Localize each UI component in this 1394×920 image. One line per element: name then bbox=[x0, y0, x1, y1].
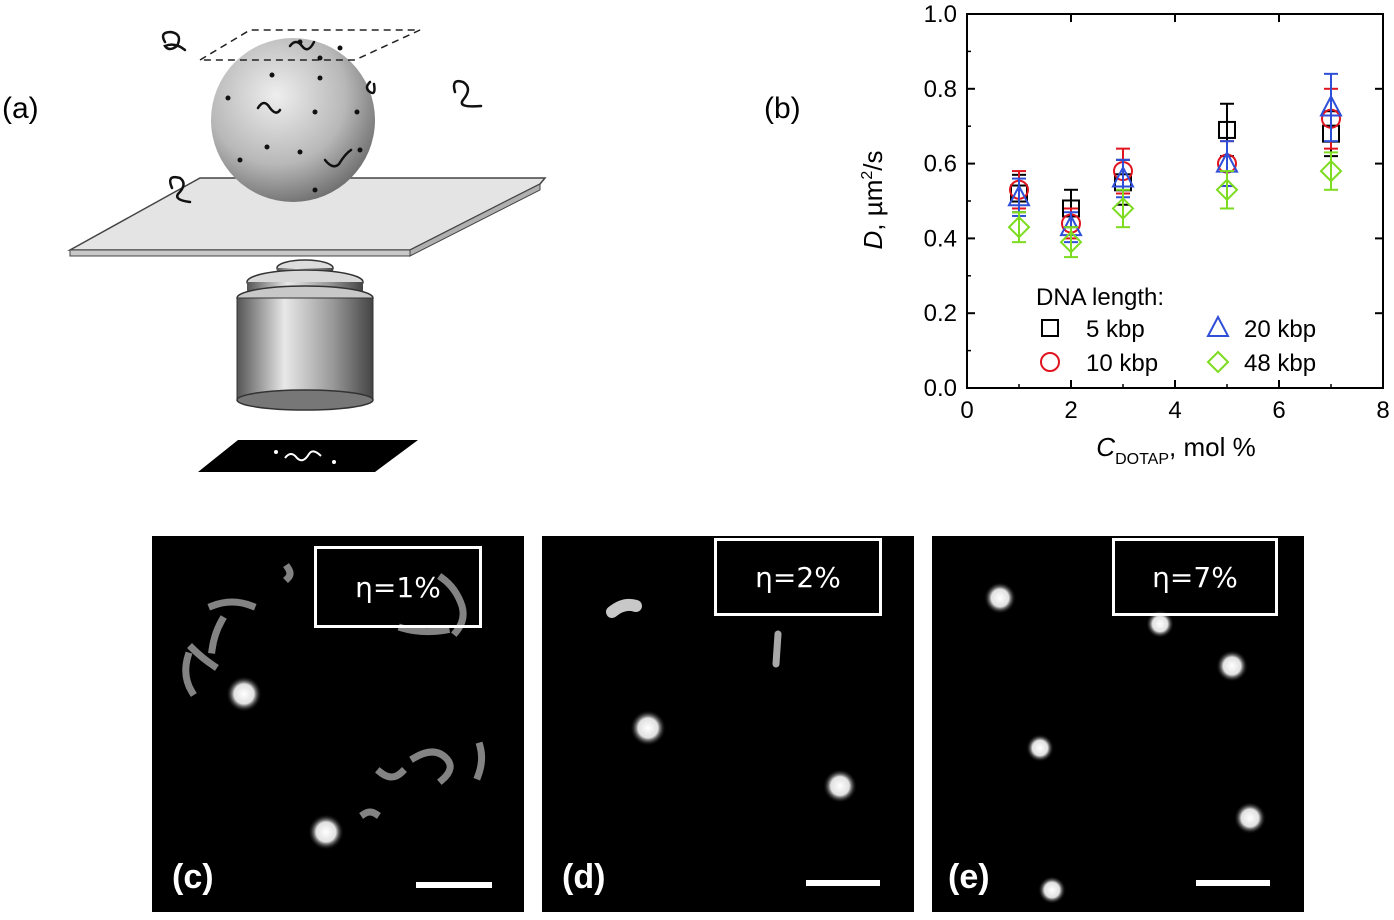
series-0 bbox=[1010, 102, 1340, 229]
legend-marker bbox=[1040, 352, 1060, 372]
panel-e-label: (e) bbox=[948, 858, 990, 896]
micrograph-d: η=2% (d) bbox=[542, 536, 914, 912]
scale-bar-c bbox=[416, 882, 492, 888]
vesicle-sphere bbox=[211, 38, 375, 202]
legend-label: 48 kbp bbox=[1244, 350, 1316, 377]
panel-d-label: (d) bbox=[562, 858, 606, 896]
micrograph-e-image bbox=[984, 582, 1266, 904]
y-tick-label: 0.2 bbox=[924, 300, 957, 327]
micrograph-e: η=7% (e) bbox=[932, 536, 1304, 912]
x-tick-label: 2 bbox=[1064, 397, 1077, 424]
scale-bar-d bbox=[806, 880, 880, 886]
data-point bbox=[1007, 215, 1031, 239]
focal-plane bbox=[197, 29, 421, 61]
micrograph-d-image bbox=[606, 598, 857, 803]
dna-strands bbox=[161, 30, 483, 204]
panel-a-label: (a) bbox=[2, 92, 39, 125]
y-tick-label: 0.8 bbox=[924, 76, 957, 103]
data-point bbox=[1111, 165, 1135, 188]
x-tick-label: 6 bbox=[1272, 397, 1285, 424]
plot-frame bbox=[966, 13, 1384, 389]
legend-marker bbox=[1041, 319, 1059, 337]
data-point bbox=[1215, 178, 1239, 202]
panel-c-label: (c) bbox=[172, 858, 214, 896]
legend-marker bbox=[1206, 350, 1230, 374]
dna-dots bbox=[225, 39, 363, 193]
legend-label: 5 kbp bbox=[1086, 316, 1145, 343]
legend-title: DNA length: bbox=[1036, 284, 1164, 311]
y-tick-label: 0.4 bbox=[924, 225, 957, 252]
panel-b-label: (b) bbox=[764, 92, 801, 125]
legend: DNA length: 5 kbp 10 kbp 20 kbp 48 kbp bbox=[1036, 284, 1316, 377]
microscope-schematic bbox=[67, 29, 547, 472]
x-tick-label: 8 bbox=[1376, 397, 1389, 424]
micrograph-c-image bbox=[182, 563, 486, 850]
x-tick-label: 0 bbox=[960, 397, 973, 424]
legend-marker bbox=[1206, 314, 1230, 337]
series-1 bbox=[1009, 87, 1341, 240]
scale-bar-e bbox=[1196, 880, 1270, 886]
y-tick-label: 1.0 bbox=[924, 1, 957, 28]
y-tick-label: 0.6 bbox=[924, 151, 957, 178]
data-point bbox=[1111, 197, 1135, 220]
eta-box-c: η=1% bbox=[314, 546, 482, 628]
data-point bbox=[1319, 159, 1343, 183]
diffusion-chart: 0 2 4 6 8 0.0 0.2 0.4 0.6 0.8 1.0 D, µm2/s CDOTAP,… bbox=[858, 1, 1390, 468]
legend-label: 10 kbp bbox=[1086, 350, 1158, 377]
series-2 bbox=[1007, 72, 1343, 244]
legend-label: 20 kbp bbox=[1244, 316, 1316, 343]
eta-box-e: η=7% bbox=[1112, 538, 1278, 616]
data-point bbox=[1319, 94, 1343, 117]
data-point bbox=[1059, 230, 1083, 254]
y-tick-label: 0.0 bbox=[924, 375, 957, 402]
micrograph-c: η=1% (c) bbox=[152, 536, 524, 912]
series-3 bbox=[1007, 151, 1343, 259]
eta-box-d: η=2% bbox=[714, 538, 882, 616]
y-axis-label: D, µm2/s bbox=[858, 150, 888, 249]
data-point bbox=[1007, 184, 1031, 207]
x-tick-label: 4 bbox=[1168, 397, 1181, 424]
x-axis-label: CDOTAP, mol % bbox=[1096, 432, 1255, 468]
data-point bbox=[1218, 120, 1236, 139]
